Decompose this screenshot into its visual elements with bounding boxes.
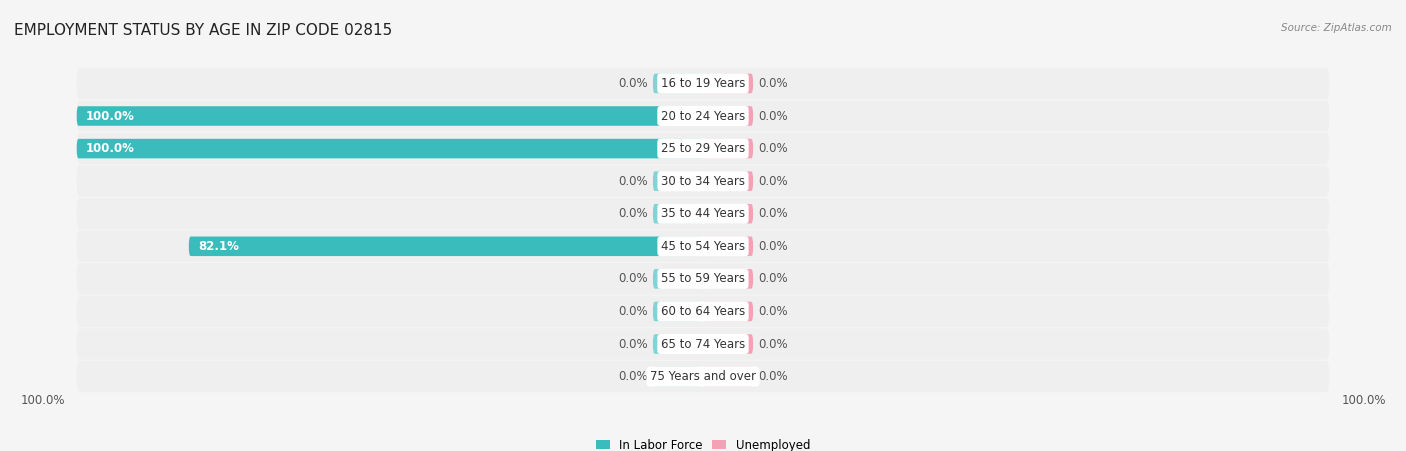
Text: 0.0%: 0.0% [758, 337, 787, 350]
FancyBboxPatch shape [77, 133, 1329, 164]
Text: 16 to 19 Years: 16 to 19 Years [661, 77, 745, 90]
FancyBboxPatch shape [703, 302, 754, 321]
Text: 82.1%: 82.1% [198, 240, 239, 253]
FancyBboxPatch shape [188, 236, 703, 256]
FancyBboxPatch shape [703, 367, 754, 387]
Text: 20 to 24 Years: 20 to 24 Years [661, 110, 745, 123]
Text: 0.0%: 0.0% [758, 110, 787, 123]
FancyBboxPatch shape [77, 139, 703, 158]
Text: 0.0%: 0.0% [758, 240, 787, 253]
Text: EMPLOYMENT STATUS BY AGE IN ZIP CODE 02815: EMPLOYMENT STATUS BY AGE IN ZIP CODE 028… [14, 23, 392, 37]
FancyBboxPatch shape [703, 74, 754, 93]
Text: 0.0%: 0.0% [758, 272, 787, 285]
Text: 0.0%: 0.0% [619, 207, 648, 220]
Text: 60 to 64 Years: 60 to 64 Years [661, 305, 745, 318]
Text: 45 to 54 Years: 45 to 54 Years [661, 240, 745, 253]
Text: 0.0%: 0.0% [758, 142, 787, 155]
Text: 0.0%: 0.0% [758, 305, 787, 318]
Text: 100.0%: 100.0% [20, 394, 65, 406]
FancyBboxPatch shape [652, 302, 703, 321]
Text: 0.0%: 0.0% [619, 77, 648, 90]
FancyBboxPatch shape [652, 334, 703, 354]
FancyBboxPatch shape [77, 263, 1329, 295]
Text: 55 to 59 Years: 55 to 59 Years [661, 272, 745, 285]
Text: 100.0%: 100.0% [1341, 394, 1386, 406]
Text: 35 to 44 Years: 35 to 44 Years [661, 207, 745, 220]
Text: 100.0%: 100.0% [86, 142, 135, 155]
FancyBboxPatch shape [652, 171, 703, 191]
Text: 65 to 74 Years: 65 to 74 Years [661, 337, 745, 350]
Text: 0.0%: 0.0% [619, 337, 648, 350]
FancyBboxPatch shape [703, 334, 754, 354]
FancyBboxPatch shape [703, 171, 754, 191]
FancyBboxPatch shape [652, 367, 703, 387]
Text: 0.0%: 0.0% [619, 305, 648, 318]
FancyBboxPatch shape [77, 328, 1329, 359]
FancyBboxPatch shape [703, 106, 754, 126]
FancyBboxPatch shape [77, 198, 1329, 230]
FancyBboxPatch shape [703, 204, 754, 224]
FancyBboxPatch shape [77, 230, 1329, 262]
FancyBboxPatch shape [652, 74, 703, 93]
FancyBboxPatch shape [77, 166, 1329, 197]
Text: 0.0%: 0.0% [758, 77, 787, 90]
Text: 0.0%: 0.0% [619, 175, 648, 188]
FancyBboxPatch shape [77, 361, 1329, 392]
Text: 0.0%: 0.0% [758, 175, 787, 188]
Text: 0.0%: 0.0% [758, 207, 787, 220]
FancyBboxPatch shape [703, 236, 754, 256]
Text: 100.0%: 100.0% [86, 110, 135, 123]
FancyBboxPatch shape [703, 269, 754, 289]
FancyBboxPatch shape [703, 139, 754, 158]
FancyBboxPatch shape [652, 204, 703, 224]
Text: 0.0%: 0.0% [619, 272, 648, 285]
Text: 30 to 34 Years: 30 to 34 Years [661, 175, 745, 188]
FancyBboxPatch shape [652, 269, 703, 289]
Legend: In Labor Force, Unemployed: In Labor Force, Unemployed [591, 434, 815, 451]
Text: 0.0%: 0.0% [619, 370, 648, 383]
Text: 25 to 29 Years: 25 to 29 Years [661, 142, 745, 155]
Text: 75 Years and over: 75 Years and over [650, 370, 756, 383]
Text: 0.0%: 0.0% [758, 370, 787, 383]
FancyBboxPatch shape [77, 296, 1329, 327]
FancyBboxPatch shape [77, 106, 703, 126]
Text: Source: ZipAtlas.com: Source: ZipAtlas.com [1281, 23, 1392, 32]
FancyBboxPatch shape [77, 68, 1329, 99]
FancyBboxPatch shape [77, 101, 1329, 132]
